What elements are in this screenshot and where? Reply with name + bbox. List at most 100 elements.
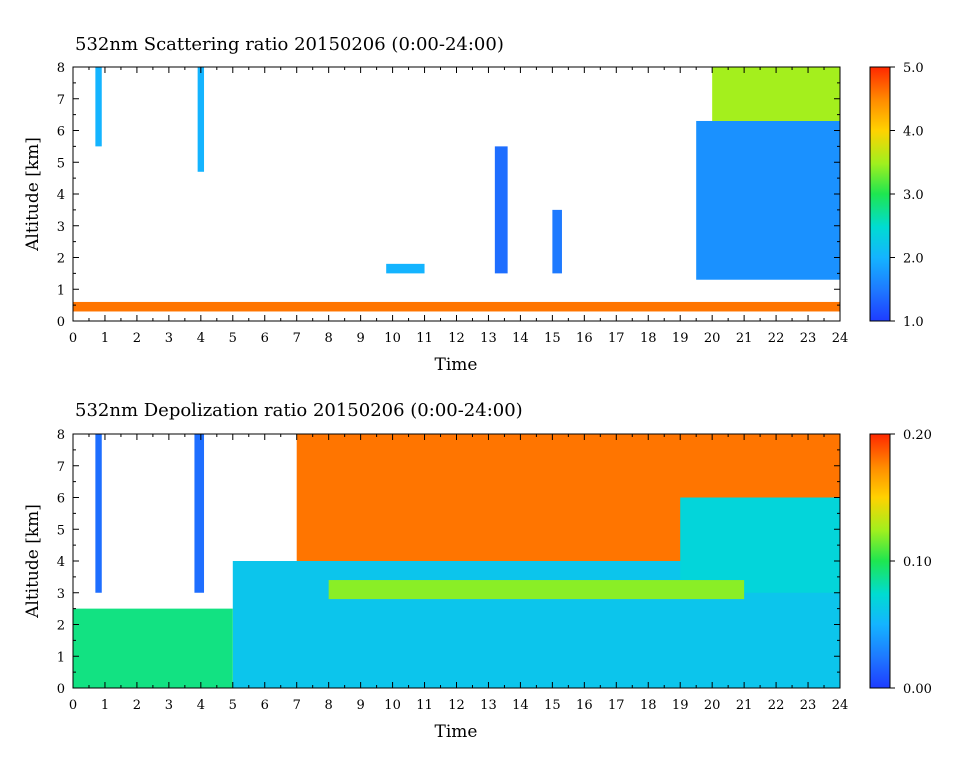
x-tick-label: 14 xyxy=(512,698,529,713)
x-tick-label: 8 xyxy=(325,698,333,713)
colorbar xyxy=(869,433,891,689)
x-tick-label: 2 xyxy=(133,698,141,713)
x-tick-label: 7 xyxy=(293,698,301,713)
y-tick-label: 6 xyxy=(57,492,65,507)
y-tick-label: 7 xyxy=(57,93,65,108)
colorbar-ticks: 1.0 2.0 3.0 4.0 5.0 xyxy=(890,61,924,330)
y-tick-label: 3 xyxy=(57,587,65,602)
y-tick-label: 1 xyxy=(57,283,65,298)
chart-title: 532nm Depolization ratio 20150206 (0:00-… xyxy=(75,400,523,421)
x-tick-label: 3 xyxy=(165,331,173,346)
chart-title: 532nm Scattering ratio 20150206 (0:00-24… xyxy=(75,34,504,55)
x-tick-label: 15 xyxy=(544,698,561,713)
y-tick-label: 5 xyxy=(57,156,65,171)
y-axis-label: Altitude [km] xyxy=(23,504,43,619)
y-tick-label: 2 xyxy=(57,619,65,634)
colorbar-tick-label: 1.0 xyxy=(903,315,924,330)
x-axis-label: Time xyxy=(435,722,478,742)
colorbar-tick-label: 2.0 xyxy=(903,252,924,267)
x-tick-label: 22 xyxy=(768,698,785,713)
x-tick-label: 15 xyxy=(544,331,561,346)
x-tick-label: 13 xyxy=(480,331,497,346)
x-tick-label: 0 xyxy=(69,698,77,713)
colorbar-tick-label: 0.00 xyxy=(903,682,932,697)
x-tick-label: 12 xyxy=(448,331,465,346)
y-tick-label: 0 xyxy=(57,315,65,330)
x-tick-label: 18 xyxy=(640,331,657,346)
x-tick-label: 24 xyxy=(832,698,849,713)
colorbar-ticks: 0.00 0.10 0.20 xyxy=(890,428,932,697)
x-tick-label: 21 xyxy=(736,698,753,713)
x-axis-ticks: 0 1 2 3 4 5 6 7 8 9 10 11 12 13 14 15 16 17 18 19 20 21 22 23 24 xyxy=(69,434,848,713)
y-tick-label: 6 xyxy=(57,125,65,140)
x-tick-label: 16 xyxy=(576,698,593,713)
y-tick-label: 8 xyxy=(57,61,65,76)
y-tick-label: 4 xyxy=(57,555,65,570)
heatmap-cell xyxy=(696,120,840,280)
x-tick-label: 17 xyxy=(608,331,625,346)
y-axis-ticks: 0 1 2 3 4 5 6 7 8 xyxy=(57,428,840,697)
x-tick-label: 8 xyxy=(325,331,333,346)
heatmap-cell xyxy=(328,580,745,600)
x-tick-label: 16 xyxy=(576,331,593,346)
x-tick-label: 23 xyxy=(800,331,817,346)
heatmap-cell xyxy=(95,434,102,593)
heatmap-cell xyxy=(197,67,205,172)
heatmap-cell xyxy=(386,263,425,274)
heatmap-cell xyxy=(95,67,102,147)
x-tick-label: 4 xyxy=(197,698,205,713)
x-tick-label: 22 xyxy=(768,331,785,346)
heatmap-cell xyxy=(73,608,233,688)
x-tick-label: 9 xyxy=(356,331,364,346)
y-axis-ticks: 0 1 2 3 4 5 6 7 8 xyxy=(57,61,840,330)
x-axis-ticks: 0 1 2 3 4 5 6 7 8 9 10 11 12 13 14 15 16 17 18 19 20 21 22 23 24 xyxy=(69,67,848,346)
x-tick-label: 19 xyxy=(672,331,689,346)
colorbar-tick-label: 3.0 xyxy=(903,188,924,203)
x-tick-label: 9 xyxy=(356,698,364,713)
y-axis-label: Altitude [km] xyxy=(23,137,43,252)
y-tick-label: 4 xyxy=(57,188,65,203)
x-tick-label: 20 xyxy=(704,331,721,346)
x-tick-label: 7 xyxy=(293,331,301,346)
x-tick-label: 1 xyxy=(101,698,109,713)
y-tick-label: 1 xyxy=(57,650,65,665)
colorbar-tick-label: 4.0 xyxy=(903,125,924,140)
x-tick-label: 20 xyxy=(704,698,721,713)
x-tick-label: 21 xyxy=(736,331,753,346)
x-tick-label: 6 xyxy=(261,331,269,346)
heatmap-cell xyxy=(73,301,840,312)
x-tick-label: 1 xyxy=(101,331,109,346)
x-tick-label: 5 xyxy=(229,331,237,346)
y-tick-label: 3 xyxy=(57,220,65,235)
scattering-ratio-panel: 532nm Scattering ratio 20150206 (0:00-24… xyxy=(23,34,924,375)
colorbar-tick-label: 5.0 xyxy=(903,61,924,76)
depolarization-ratio-panel: 532nm Depolization ratio 20150206 (0:00-… xyxy=(23,400,932,742)
y-tick-label: 0 xyxy=(57,682,65,697)
x-tick-label: 17 xyxy=(608,698,625,713)
x-tick-label: 4 xyxy=(197,331,205,346)
x-tick-label: 3 xyxy=(165,698,173,713)
colorbar-tick-label: 0.20 xyxy=(903,428,932,443)
heatmap-cell xyxy=(494,146,508,274)
heatmap-cell xyxy=(552,209,562,274)
x-axis-label: Time xyxy=(435,355,478,375)
y-tick-label: 2 xyxy=(57,252,65,267)
x-tick-label: 10 xyxy=(384,331,401,346)
y-tick-label: 5 xyxy=(57,523,65,538)
x-tick-label: 11 xyxy=(416,331,433,346)
x-tick-label: 23 xyxy=(800,698,817,713)
y-tick-label: 8 xyxy=(57,428,65,443)
heatmap-area xyxy=(73,434,840,688)
x-tick-label: 13 xyxy=(480,698,497,713)
heatmap-area xyxy=(73,67,840,312)
heatmap-cell xyxy=(680,497,840,593)
x-tick-label: 19 xyxy=(672,698,689,713)
x-tick-label: 18 xyxy=(640,698,657,713)
x-tick-label: 12 xyxy=(448,698,465,713)
x-tick-label: 5 xyxy=(229,698,237,713)
y-tick-label: 7 xyxy=(57,460,65,475)
x-tick-label: 24 xyxy=(832,331,849,346)
x-tick-label: 14 xyxy=(512,331,529,346)
x-tick-label: 6 xyxy=(261,698,269,713)
colorbar xyxy=(869,66,891,322)
